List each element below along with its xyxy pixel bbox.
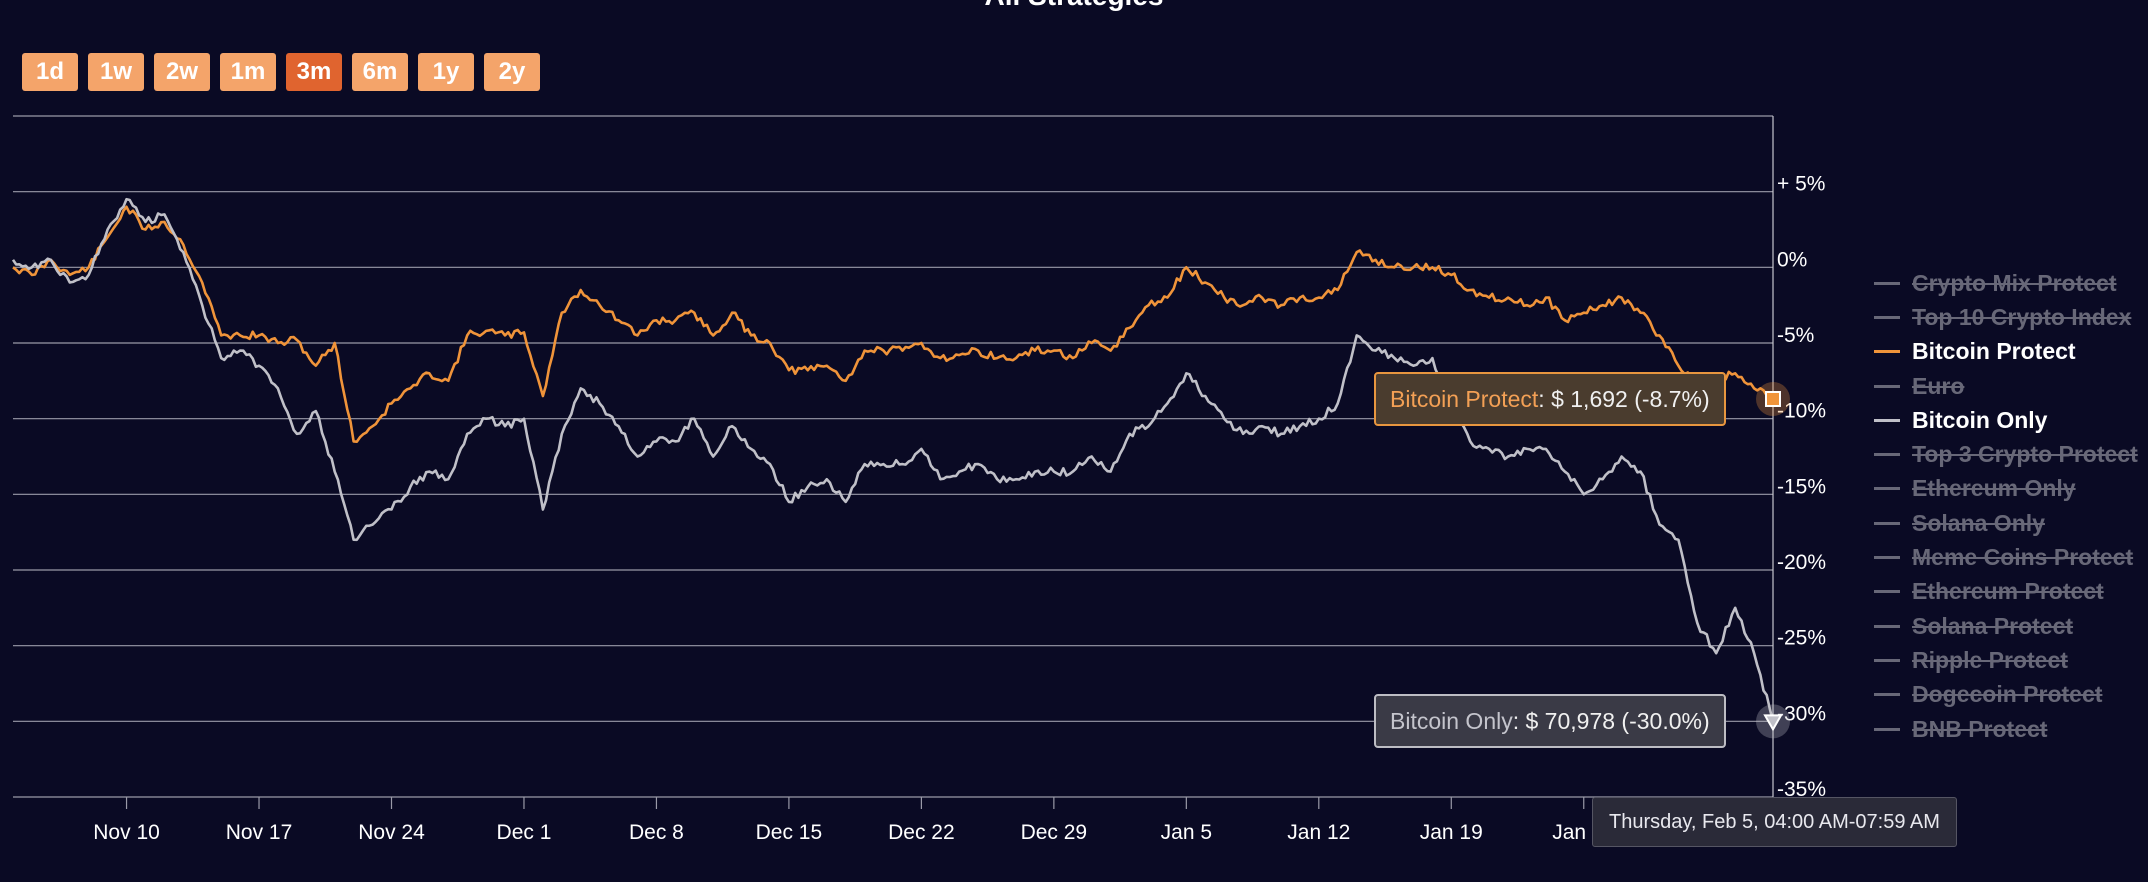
legend-label: Ethereum Only	[1912, 475, 2076, 502]
legend-swatch	[1874, 418, 1900, 422]
series-line-bitcoin-protect	[12, 205, 1774, 443]
range-button-2y[interactable]: 2y	[484, 53, 540, 91]
legend-item-bitcoin-only[interactable]: Bitcoin Only	[1874, 403, 2138, 437]
x-tick-label: Nov 17	[226, 821, 293, 844]
hover-marker-triangle	[1763, 714, 1783, 732]
range-button-1w[interactable]: 1w	[88, 53, 144, 91]
legend-label: Ripple Protect	[1912, 646, 2068, 673]
legend-label: Ethereum Protect	[1912, 578, 2104, 605]
legend-swatch	[1874, 315, 1900, 319]
legend-label: BNB Protect	[1912, 715, 2048, 742]
legend: Crypto Mix Protect Top 10 Crypto Index Bit…	[1874, 266, 2138, 746]
range-button-1y[interactable]: 1y	[418, 53, 474, 91]
x-tick-label: Nov 10	[93, 821, 160, 844]
legend-label: Meme Coins Protect	[1912, 544, 2134, 571]
range-button-3m[interactable]: 3m	[286, 53, 342, 91]
legend-label: Crypto Mix Protect	[1912, 269, 2117, 296]
y-tick-label: -5%	[1777, 324, 1814, 347]
x-tick-label: Jan 19	[1420, 821, 1483, 844]
x-tick-label: Dec 8	[629, 821, 684, 844]
legend-label: Solana Only	[1912, 509, 2045, 536]
legend-swatch	[1874, 693, 1900, 697]
legend-swatch	[1874, 521, 1900, 525]
legend-item-ethereum-only[interactable]: Ethereum Only	[1874, 472, 2138, 506]
y-tick-label: + 5%	[1777, 173, 1825, 196]
x-tick-label: Nov 24	[358, 821, 425, 844]
y-tick-label: -20%	[1777, 551, 1826, 574]
legend-item-bitcoin-protect[interactable]: Bitcoin Protect	[1874, 335, 2138, 369]
legend-label: Bitcoin Only	[1912, 406, 2048, 433]
legend-swatch	[1874, 556, 1900, 560]
y-tick-label: -35%	[1777, 778, 1826, 801]
range-button-1m[interactable]: 1m	[220, 53, 276, 91]
range-selector: 1d 1w 2w 1m 3m 6m 1y 2y	[22, 53, 540, 91]
y-tick-label: 0%	[1777, 248, 1807, 271]
x-tick-label: Dec 29	[1021, 821, 1088, 844]
legend-swatch	[1874, 624, 1900, 628]
y-tick-label: -25%	[1777, 627, 1826, 650]
legend-swatch	[1874, 350, 1900, 354]
legend-label: Dogecoin Protect	[1912, 681, 2103, 708]
legend-item-bnb-protect[interactable]: BNB Protect	[1874, 712, 2138, 746]
x-tick-label: Jan 12	[1287, 821, 1350, 844]
x-tick-label: Jan 5	[1161, 821, 1212, 844]
range-button-2w[interactable]: 2w	[154, 53, 210, 91]
legend-swatch	[1874, 453, 1900, 457]
y-tick-label: -15%	[1777, 475, 1826, 498]
legend-swatch	[1874, 590, 1900, 594]
legend-label: Solana Protect	[1912, 612, 2074, 639]
legend-item-meme-coins-protect[interactable]: Meme Coins Protect	[1874, 540, 2138, 574]
y-tick-label: -10%	[1777, 400, 1826, 423]
legend-item-crypto-mix-protect[interactable]: Crypto Mix Protect	[1874, 266, 2138, 300]
tooltip-bitcoin-only: Bitcoin Only: $ 70,978 (-30.0%)	[1374, 694, 1726, 748]
legend-item-top-10-crypto-index[interactable]: Top 10 Crypto Index	[1874, 300, 2138, 334]
x-tick-label: Dec 1	[497, 821, 552, 844]
legend-item-ethereum-protect[interactable]: Ethereum Protect	[1874, 575, 2138, 609]
legend-item-dogecoin-protect[interactable]: Dogecoin Protect	[1874, 678, 2138, 712]
series-line-bitcoin-only	[11, 197, 1775, 722]
legend-item-solana-protect[interactable]: Solana Protect	[1874, 609, 2138, 643]
x-axis-date-tooltip: Thursday, Feb 5, 04:00 AM-07:59 AM	[1592, 797, 1957, 847]
legend-label: Top 3 Crypto Protect	[1912, 441, 2138, 468]
range-button-1d[interactable]: 1d	[22, 53, 78, 91]
legend-swatch	[1874, 384, 1900, 388]
y-tick-label: -30%	[1777, 702, 1826, 725]
legend-item-euro[interactable]: Euro	[1874, 369, 2138, 403]
x-tick-label: Dec 22	[888, 821, 955, 844]
legend-label: Bitcoin Protect	[1912, 338, 2076, 365]
tooltip-bitcoin-protect: Bitcoin Protect: $ 1,692 (-8.7%)	[1374, 372, 1726, 426]
legend-swatch	[1874, 658, 1900, 662]
range-button-6m[interactable]: 6m	[352, 53, 408, 91]
legend-label: Euro	[1912, 372, 1965, 399]
hover-marker-square	[1765, 390, 1781, 407]
legend-item-solana-only[interactable]: Solana Only	[1874, 506, 2138, 540]
tooltip-series-name: Bitcoin Only	[1390, 707, 1513, 734]
chart-title: All Strategies	[0, 0, 2148, 12]
legend-swatch	[1874, 487, 1900, 491]
tooltip-value: : $ 1,692 (-8.7%)	[1538, 385, 1710, 412]
tooltip-value: : $ 70,978 (-30.0%)	[1512, 707, 1710, 734]
legend-item-top-3-crypto-protect[interactable]: Top 3 Crypto Protect	[1874, 437, 2138, 471]
tooltip-series-name: Bitcoin Protect	[1390, 385, 1539, 412]
legend-swatch	[1874, 281, 1900, 285]
legend-swatch	[1874, 727, 1900, 731]
legend-label: Top 10 Crypto Index	[1912, 303, 2132, 330]
x-tick-label: Dec 15	[756, 821, 823, 844]
legend-item-ripple-protect[interactable]: Ripple Protect	[1874, 643, 2138, 677]
